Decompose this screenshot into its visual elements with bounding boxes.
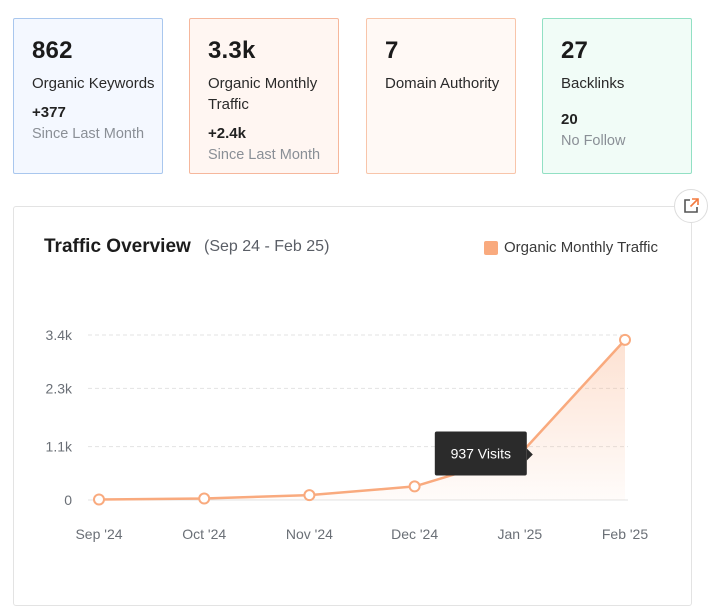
legend-swatch [484, 240, 498, 255]
card-delta: +2.4k [208, 125, 246, 142]
card-delta: +377 [32, 104, 66, 121]
domain-authority-card[interactable]: 7 Domain Authority [366, 18, 516, 174]
external-link-icon [684, 198, 699, 213]
card-label: Organic Monthly Traffic [208, 75, 318, 113]
card-value: 862 [32, 37, 73, 64]
external-link-button[interactable] [674, 189, 708, 223]
chart-legend[interactable]: Organic Monthly Traffic [484, 239, 658, 256]
card-value: 7 [385, 37, 399, 64]
chart-date-range: (Sep 24 - Feb 25) [204, 238, 330, 255]
card-subtext: No Follow [561, 133, 626, 149]
card-label: Backlinks [561, 75, 625, 92]
legend-label: Organic Monthly Traffic [504, 239, 658, 256]
card-label: Organic Keywords [32, 75, 155, 92]
card-value: 3.3k [208, 37, 256, 64]
organic-traffic-card[interactable]: 3.3k Organic Monthly Traffic +2.4k Since… [189, 18, 339, 174]
organic-keywords-card[interactable]: 862 Organic Keywords +377 Since Last Mon… [13, 18, 163, 174]
backlinks-card[interactable]: 27 Backlinks 20 No Follow [542, 18, 692, 174]
chart-title: Traffic Overview [44, 236, 191, 257]
card-delta: 20 [561, 111, 578, 128]
card-label: Domain Authority [385, 75, 500, 92]
traffic-overview-panel [13, 206, 692, 606]
card-value: 27 [561, 37, 589, 64]
card-subtext: Since Last Month [208, 147, 321, 163]
card-subtext: Since Last Month [32, 126, 145, 142]
